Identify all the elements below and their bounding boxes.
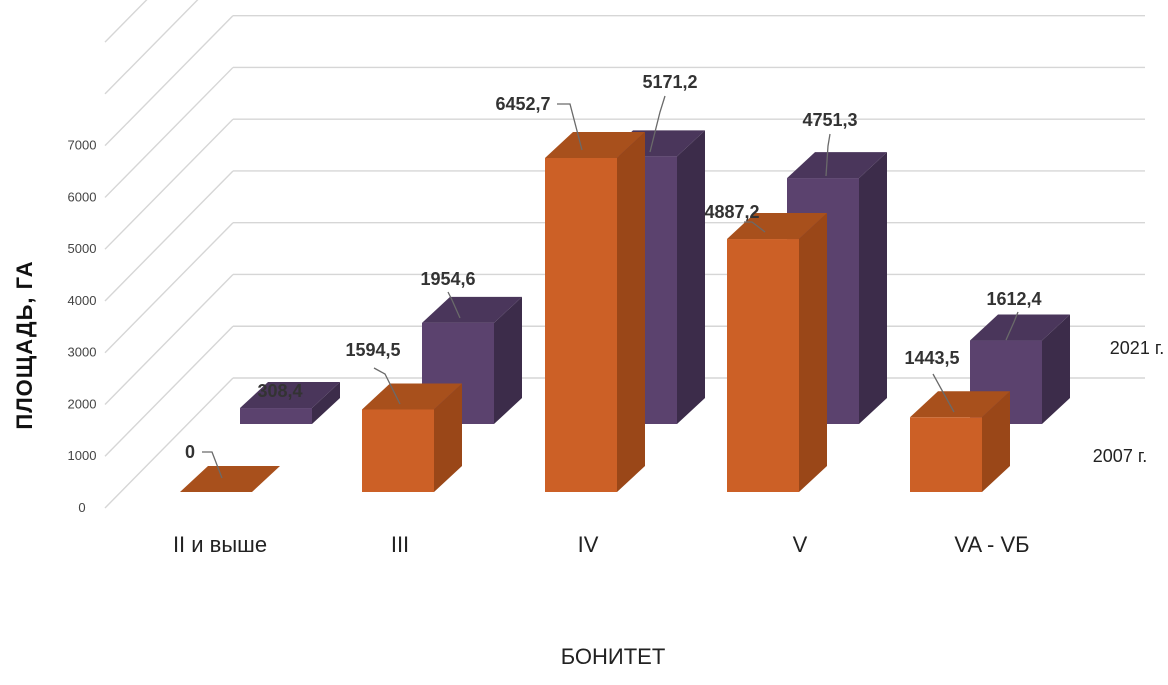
y-tick-label: 7000 xyxy=(68,138,97,153)
leader-line xyxy=(825,133,831,177)
gridline-wall xyxy=(104,66,234,198)
series-label-2021: 2021 г. xyxy=(1110,338,1164,358)
bar-front-face xyxy=(727,239,799,492)
leader-line xyxy=(649,95,666,153)
bar-front-face xyxy=(545,158,617,492)
bar-side-face xyxy=(677,130,705,424)
data-label-text: 308,4 xyxy=(257,381,302,401)
bar-top-face xyxy=(545,132,645,158)
bar-2007-1 xyxy=(362,383,462,492)
leader-line xyxy=(1005,311,1019,341)
bar-side-face xyxy=(1042,314,1070,424)
data-labels: 0 1594,5 6452,7 4887,2 1443,5 308,4 1954,6 5171… xyxy=(185,72,1042,479)
bar-2007-3 xyxy=(727,213,827,492)
category-labels: II и выше III IV V VA - VБ xyxy=(173,532,1030,557)
bar-side-face xyxy=(799,213,827,492)
leader-line xyxy=(744,221,766,233)
bar-top-face xyxy=(910,391,1010,418)
bars xyxy=(180,130,1070,492)
category-label: VA - VБ xyxy=(954,532,1029,557)
x-axis-title: БОНИТЕТ xyxy=(561,644,666,669)
bar-side-face xyxy=(312,382,340,424)
bar-2007-4 xyxy=(910,391,1010,492)
bar-top-face xyxy=(240,382,340,409)
data-label-2021-3: 4751,3 xyxy=(802,110,858,177)
bar-2007-2 xyxy=(545,132,645,492)
data-label-text: 4887,2 xyxy=(704,202,759,222)
category-label: III xyxy=(391,532,409,557)
bar-top-face xyxy=(970,314,1070,341)
bar-front-face xyxy=(240,408,312,424)
category-label: V xyxy=(793,532,808,557)
leader-line xyxy=(373,367,401,405)
data-label-2007-3: 4887,2 xyxy=(704,202,766,233)
bar-top-face xyxy=(787,152,887,179)
y-axis-title: ПЛОЩАДЬ, ГА xyxy=(12,260,37,429)
data-label-text: 4751,3 xyxy=(802,110,857,130)
series-label-2007: 2007 г. xyxy=(1093,446,1147,466)
y-tick-label: 3000 xyxy=(68,345,97,360)
bar-top-face xyxy=(422,296,522,323)
bar-top-face xyxy=(362,383,462,410)
bar-side-face xyxy=(982,391,1010,492)
bar-2007-0 xyxy=(180,466,280,492)
y-tick-label: 0 xyxy=(78,500,85,515)
data-label-2021-4: 1612,4 xyxy=(986,289,1042,341)
data-label-text: 6452,7 xyxy=(495,94,550,114)
leader-line xyxy=(557,103,583,151)
gridline-wall xyxy=(104,0,199,95)
data-label-text: 0 xyxy=(185,442,195,462)
bar-top-face xyxy=(727,213,827,240)
bar-2021-0 xyxy=(240,382,340,424)
gridline-wall xyxy=(104,170,234,302)
data-label-text: 1443,5 xyxy=(904,348,959,368)
data-label-2021-2: 5171,2 xyxy=(642,72,698,153)
bar-side-face xyxy=(859,152,887,424)
gridline-wall xyxy=(104,273,234,405)
gridline-wall xyxy=(104,15,234,147)
gridline-wall xyxy=(104,377,234,509)
data-label-2007-1: 1594,5 xyxy=(345,340,401,405)
data-label-2007-0: 0 xyxy=(185,442,223,479)
gridline-wall xyxy=(104,325,234,457)
leader-line xyxy=(932,373,955,413)
data-label-text: 1612,4 xyxy=(986,289,1041,309)
leader-line xyxy=(447,291,461,319)
bar-front-face xyxy=(910,417,982,492)
bar-top-face xyxy=(180,466,280,492)
bar-side-face xyxy=(494,296,522,424)
data-label-text: 5171,2 xyxy=(642,72,697,92)
bar-front-face xyxy=(362,409,434,492)
series-labels: 2007 г. 2021 г. xyxy=(1093,338,1164,466)
y-tick-label: 6000 xyxy=(68,189,97,204)
data-label-2007-4: 1443,5 xyxy=(904,348,960,413)
gridline-wall xyxy=(104,118,234,250)
category-label: IV xyxy=(578,532,599,557)
y-axis-ticks: 0 1000 2000 3000 4000 5000 6000 7000 xyxy=(68,138,97,515)
bar-side-face xyxy=(434,383,462,492)
y-tick-label: 2000 xyxy=(68,396,97,411)
y-tick-label: 1000 xyxy=(68,448,97,463)
gridline-wall xyxy=(104,0,148,43)
data-label-text: 1954,6 xyxy=(420,269,475,289)
y-tick-label: 4000 xyxy=(68,293,97,308)
leader-line xyxy=(202,451,223,479)
data-label-2007-2: 6452,7 xyxy=(495,94,583,151)
data-label-2021-1: 1954,6 xyxy=(420,269,476,319)
bar-side-face xyxy=(617,132,645,492)
data-label-2021-0: 308,4 xyxy=(257,381,302,401)
data-label-text: 1594,5 xyxy=(345,340,400,360)
gridline-wall xyxy=(104,222,234,354)
category-label: II и выше xyxy=(173,532,267,557)
y-tick-label: 5000 xyxy=(68,241,97,256)
